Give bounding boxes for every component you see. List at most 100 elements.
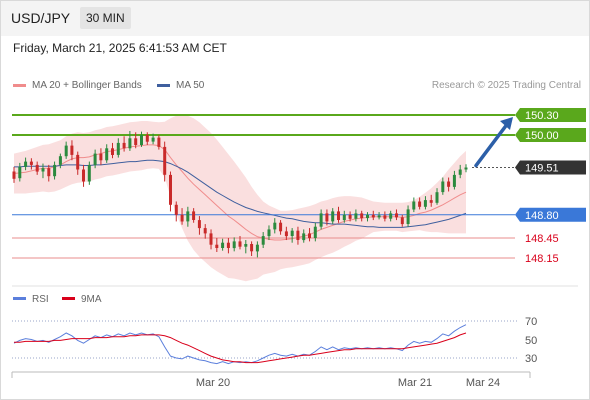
x-axis-labels: Mar 20 Mar 21 Mar 24 — [196, 377, 500, 389]
candle-body — [105, 148, 109, 161]
candle-body — [423, 200, 427, 207]
candle-body — [192, 211, 196, 220]
candle-body — [122, 142, 126, 149]
rsi-panel — [12, 320, 518, 365]
level-tag-150.00 — [515, 127, 586, 142]
candle-body — [325, 213, 329, 222]
x-label-mar21: Mar 21 — [398, 377, 432, 389]
candle-body — [151, 137, 155, 142]
candle-body — [429, 200, 433, 203]
level-labels: 150.30 150.00 149.51 148.80 148.45 148.15 — [515, 108, 586, 265]
candle-body — [145, 135, 149, 142]
candle-body — [24, 161, 28, 167]
candle-body — [255, 244, 259, 252]
candle-body — [186, 211, 190, 222]
candle-body — [302, 233, 306, 241]
candle-body — [157, 137, 161, 147]
candle-body — [452, 174, 456, 187]
rsi-ma-label: 9MA — [81, 294, 102, 305]
candle-body — [215, 244, 219, 248]
candle-body — [261, 236, 265, 245]
candle-body — [348, 214, 352, 219]
level-label-148.80: 148.80 — [525, 210, 559, 222]
candle-body — [377, 215, 381, 218]
ma50-label: MA 50 — [176, 80, 205, 91]
level-label-148.15: 148.15 — [525, 253, 559, 265]
candle-body — [342, 214, 346, 221]
timestamp: Friday, March 21, 2025 6:41:53 AM CET — [13, 41, 227, 55]
candle-body — [284, 231, 288, 237]
chart-header: USD/JPY 30 MIN — [0, 0, 590, 36]
ma20-swatch — [13, 84, 26, 87]
candle-body — [250, 244, 254, 252]
candle-body — [319, 213, 323, 227]
candle-body — [99, 153, 103, 161]
candle-body — [354, 213, 358, 219]
candle-body — [395, 213, 398, 218]
rsi-tick-70: 70 — [525, 316, 537, 328]
candle-body — [366, 214, 369, 219]
level-tag-149.51 — [515, 160, 586, 175]
candle-body — [47, 168, 51, 177]
candle-body — [209, 233, 213, 245]
candle-body — [267, 229, 271, 237]
candle-body — [163, 146, 167, 175]
rsi-tick-50: 50 — [525, 335, 537, 347]
ma50-swatch — [157, 84, 170, 87]
bollinger-band-area — [14, 115, 466, 282]
legend-ma50: MA 50 — [157, 80, 204, 91]
level-tag-150.30 — [515, 108, 586, 122]
candle-body — [389, 213, 393, 219]
candle-body — [12, 171, 16, 179]
timeframe-button[interactable]: 30 MIN — [80, 7, 131, 29]
candle-body — [197, 220, 201, 229]
candle-body — [337, 211, 340, 220]
candle-body — [296, 230, 300, 240]
candle-body — [406, 209, 410, 224]
symbol-label: USD/JPY — [11, 10, 71, 26]
candle-body — [290, 230, 294, 236]
forecast-arrow — [474, 117, 513, 168]
candle-body — [371, 214, 375, 218]
legend-ma20: MA 20 + Bollinger Bands — [13, 80, 142, 91]
candle-body — [400, 217, 404, 225]
candle-body — [308, 233, 311, 239]
ma20-label: MA 20 + Bollinger Bands — [32, 80, 142, 91]
candle-body — [232, 241, 236, 249]
rsi-label: RSI — [32, 294, 49, 305]
candle-body — [313, 226, 317, 238]
candle-body — [134, 138, 138, 145]
candle-body — [70, 145, 74, 155]
candle-body — [383, 215, 387, 219]
candle-body — [58, 156, 62, 165]
candle-body — [169, 174, 172, 205]
candle-body — [360, 213, 364, 219]
forecast-arrow-shaft — [474, 121, 510, 168]
candle-body — [435, 192, 439, 203]
rsi-tick-30: 30 — [525, 353, 537, 365]
candle-body — [116, 142, 120, 155]
level-label-150.00: 150.00 — [525, 130, 559, 142]
candle-body — [140, 135, 143, 145]
candle-body — [174, 204, 178, 215]
candle-body — [447, 181, 451, 187]
rsi-axis-ticks: 70 50 30 — [525, 316, 537, 365]
level-label-149.51: 149.51 — [525, 163, 559, 175]
x-label-mar20: Mar 20 — [196, 377, 230, 389]
candle-body — [203, 228, 207, 234]
candle-body — [87, 164, 91, 182]
candle-body — [93, 153, 97, 165]
rsi-swatch — [13, 297, 26, 300]
candle-body — [35, 164, 39, 172]
candle-body — [18, 166, 22, 179]
candle-body — [111, 148, 114, 155]
candle-body — [412, 201, 416, 210]
level-label-148.45: 148.45 — [525, 233, 559, 245]
candle-body — [64, 145, 68, 157]
candle-body — [279, 222, 283, 232]
level-tag-148.80 — [515, 207, 586, 222]
x-label-mar24: Mar 24 — [466, 377, 500, 389]
candle-body — [244, 244, 248, 247]
forecast-arrow-head — [500, 117, 513, 130]
